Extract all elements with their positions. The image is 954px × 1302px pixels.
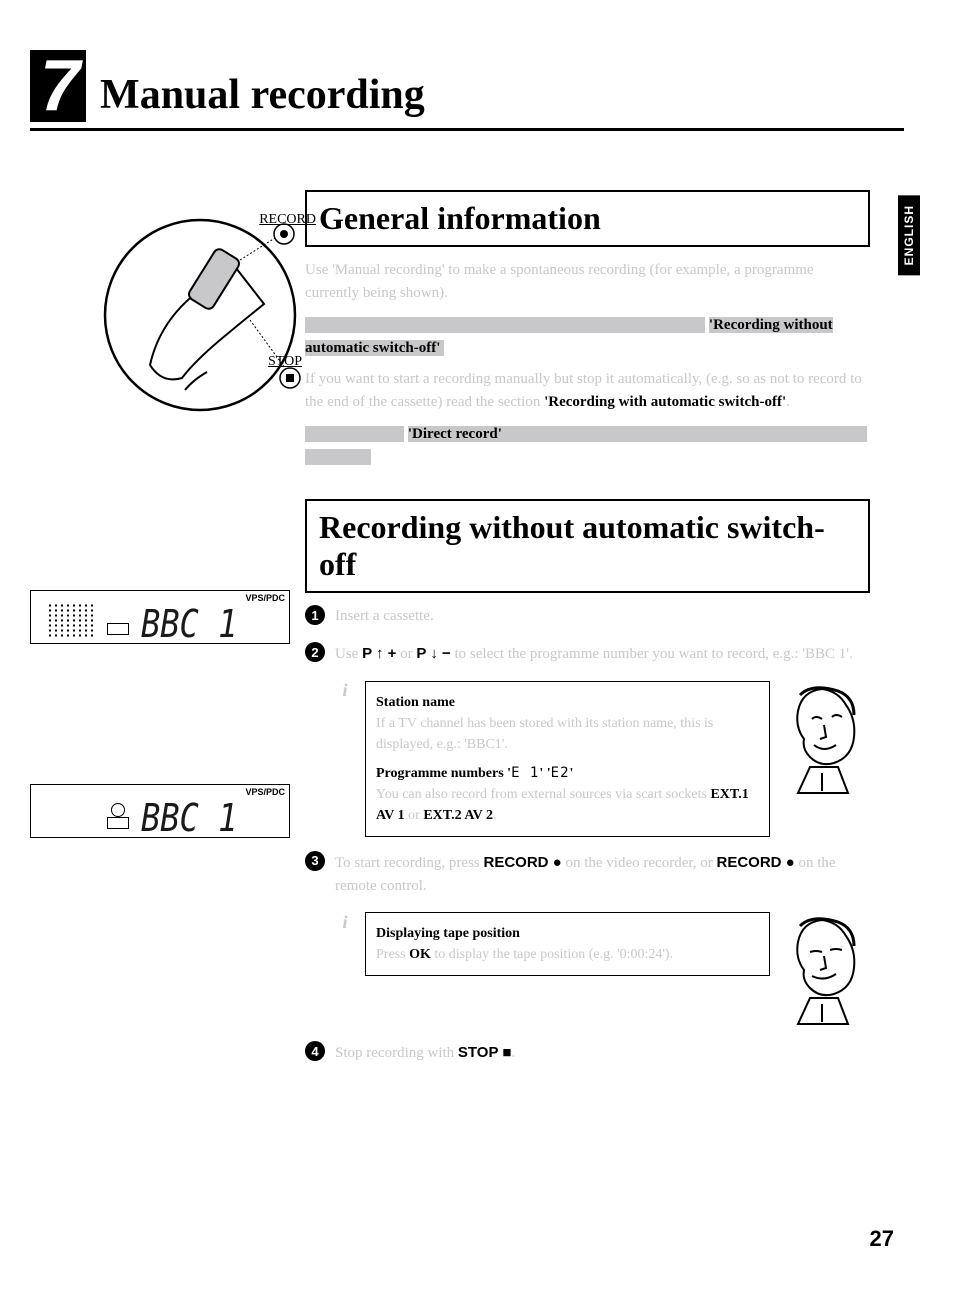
section-1-title-box: General information (305, 190, 870, 247)
tip1-heading1: Station name (376, 692, 759, 713)
step-number-4: 4 (305, 1041, 325, 1061)
tip2-heading: Displaying tape position (376, 923, 759, 944)
step-3: 3 To start recording, press RECORD ● on … (305, 851, 870, 899)
info-icon: i (335, 912, 355, 932)
step-4-text: Stop recording with STOP ■. (335, 1041, 870, 1065)
vcr-display-2: VPS/PDC BBC 1 (30, 784, 290, 838)
section-1-title: General information (319, 200, 601, 236)
step-1: 1 Insert a cassette. (305, 605, 870, 628)
face-illustration-1 (780, 681, 865, 796)
step-3-text: To start recording, press RECORD ● on th… (335, 851, 870, 899)
chapter-title: Manual recording (100, 74, 425, 122)
section-2-title: Recording without automatic switch-off (319, 509, 825, 582)
section-1-p4: Read the section 'Direct record', if you… (305, 423, 870, 470)
step-number-1: 1 (305, 605, 325, 625)
tip-box-1: Station name If a TV channel has been st… (365, 681, 770, 837)
section-1-p2: If you want to start and stop a recordin… (305, 314, 870, 361)
record-indicator-icon (111, 803, 125, 817)
vps-label: VPS/PDC (245, 787, 285, 797)
display-text-1: BBC 1 (141, 601, 237, 647)
step-2-text: Use P ↑ + or P ↓ − to select the program… (335, 642, 870, 666)
right-column: General information Use 'Manual recordin… (305, 190, 870, 1079)
step-number-3: 3 (305, 851, 325, 871)
step-1-text: Insert a cassette. (335, 605, 870, 628)
section-2-title-box: Recording without automatic switch-off (305, 499, 870, 593)
section-1-p3: If you want to start a recording manuall… (305, 368, 870, 415)
vps-label: VPS/PDC (245, 593, 285, 603)
tip-box-1-wrap: i Station name If a TV channel has been … (335, 681, 870, 837)
tip-box-2-wrap: i Displaying tape position Press OK to d… (335, 912, 870, 1027)
stop-callout-label: STOP (268, 354, 302, 370)
chapter-number: 7 (30, 50, 86, 122)
remote-illustration: RECORD STOP (90, 200, 310, 420)
cassette-icon (107, 623, 129, 635)
display-text-2: BBC 1 (141, 795, 237, 841)
left-column: RECORD STOP VPS/PDC BBC 1 VPS/PDC BBC 1 (30, 190, 300, 838)
cassette-icon (107, 817, 129, 829)
tip-box-2: Displaying tape position Press OK to dis… (365, 912, 770, 976)
header-rule (30, 128, 904, 131)
dotmatrix-icon (47, 603, 97, 637)
page-number: 27 (870, 1226, 894, 1252)
info-icon: i (335, 681, 355, 701)
tip2-line: Press OK to display the tape position (e… (376, 944, 759, 965)
chapter-header: 7 Manual recording (30, 50, 904, 131)
tip1-line1: If a TV channel has been stored with its… (376, 713, 759, 755)
face-illustration-2 (780, 912, 865, 1027)
tip1-line2: You can also record from external source… (376, 784, 759, 826)
step-number-2: 2 (305, 642, 325, 662)
step-2: 2 Use P ↑ + or P ↓ − to select the progr… (305, 642, 870, 666)
vcr-display-1: VPS/PDC BBC 1 (30, 590, 290, 644)
language-tab: ENGLISH (898, 195, 920, 275)
section-1-p1: Use 'Manual recording' to make a spontan… (305, 259, 870, 306)
step-4: 4 Stop recording with STOP ■. (305, 1041, 870, 1065)
